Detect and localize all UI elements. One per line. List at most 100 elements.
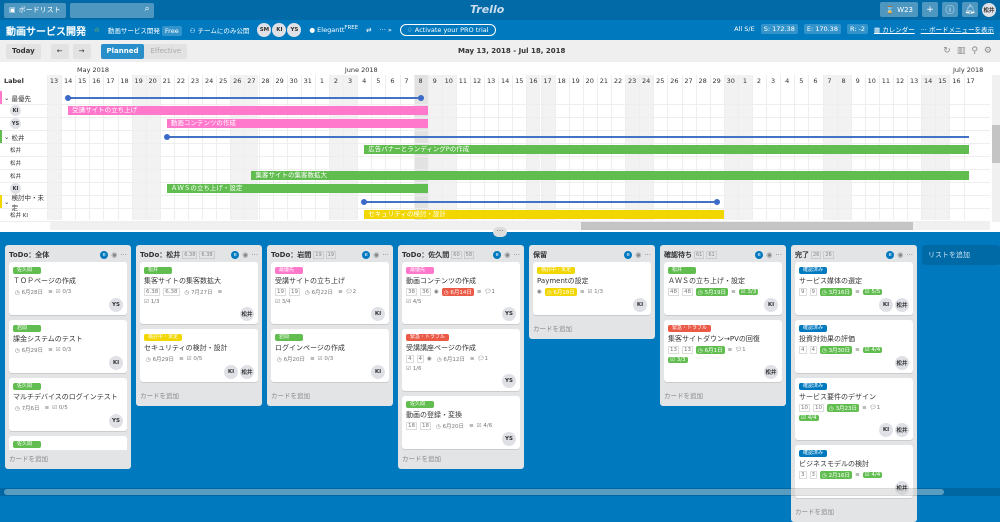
member-avatar[interactable]: 松井 [895,423,909,437]
list-title[interactable]: 確認待ち [664,251,692,259]
next-button[interactable]: → [72,43,91,59]
gantt-vertical-scrollbar[interactable] [992,75,1000,222]
member-avatar[interactable]: YS [502,307,516,321]
member-avatar[interactable]: 松井 [895,298,909,312]
share-icon[interactable]: ⇄ [366,26,372,34]
eye-icon[interactable]: ◉ [504,251,511,259]
gantt-horizontal-scrollbar[interactable] [50,222,990,230]
card[interactable]: 岩間 課金システムのテスト ◷ 6月29日 ≡ ☑ 0/3 KI [9,320,127,373]
list-menu-icon[interactable]: ··· [906,251,913,259]
group-label[interactable]: ⌄ 松井 [0,130,48,143]
member-avatar[interactable]: YS [109,298,123,312]
card[interactable]: 確認済み サービス要件のデザイン 10 10 ◷ 3月23日 ≡ 💬︎1 ☑ 4/4 KI 松井 [795,378,913,440]
card[interactable]: 佐久間 マルチデバイスのログインテスト ◷ 7月6日 ≡ ☑ 0/5 YS [9,378,127,431]
member-avatar[interactable]: 松井 [764,365,778,379]
star-icon[interactable]: ☆ [94,26,100,34]
add-card-button[interactable]: カードを追加 [664,392,703,400]
member-avatar[interactable]: KI [272,23,287,37]
member-avatar[interactable]: YS [502,432,516,446]
card[interactable]: 確認済み サービス媒体の選定 9 9 ◷ 3月16日 ≡ ☑ 5/5 KI 松井 [795,262,913,315]
board-menu-link[interactable]: ··· ボードメニューを表示 [920,26,994,34]
card-label[interactable]: 佐久間 [13,383,41,390]
summary-start-handle[interactable] [163,134,170,140]
list-menu-icon[interactable]: ··· [644,251,651,259]
member-avatar[interactable]: KI [109,356,123,370]
member-avatar[interactable]: 松井 [895,356,909,370]
card[interactable]: 検討中・未定 Paymentの設定 ◉ ◷ 6月18日 ≡ ☑ 1/3 KI [533,262,651,315]
list-menu-icon[interactable]: ··· [382,251,389,259]
refresh-icon[interactable]: ↻ [943,46,951,56]
list-menu-icon[interactable]: ··· [120,251,127,259]
add-card-button[interactable]: カードを追加 [533,325,572,333]
info-icon[interactable]: ⓘ [942,2,958,17]
summary-end-handle[interactable] [713,199,720,205]
card-label[interactable]: 緊急・トラブル [406,334,450,341]
card[interactable]: 緊急・トラブル 集客サイトダウン→PVの回復 13 13 ◷ 6月1日 ≡ 💬︎1 ☑ 3/3… [664,320,782,382]
pro-trial-button[interactable]: ♢ Activate your PRO trial [399,24,496,36]
card-label[interactable]: 緊急・トラブル [668,325,712,332]
card[interactable]: 確認済み 投資対効果の評価 4 4 ◷ 3月30日 ≡ ☑ 4/4 松井 [795,320,913,373]
summary-line[interactable] [361,199,720,205]
gantt-bar[interactable]: 受講サイトの立ち上げ [68,106,428,115]
summary-line[interactable] [163,134,970,140]
list-menu-icon[interactable]: ··· [513,251,520,259]
calendar-link[interactable]: ▦ カレンダー [874,26,915,34]
all-se-label[interactable]: All S/E [734,25,755,33]
list-menu-icon[interactable]: ··· [775,251,782,259]
member-avatar[interactable]: KI [224,365,238,379]
add-icon[interactable]: + [922,2,938,17]
card-label[interactable]: 松井 [144,267,172,274]
gantt-bar[interactable]: セキュリティの検討・設計 [364,210,724,219]
prev-button[interactable]: ← [50,43,69,59]
list-title[interactable]: ToDo：松井 [140,251,181,259]
elegantt-icon[interactable]: e [100,251,109,259]
add-card-button[interactable]: カードを追加 [140,392,179,400]
list-title[interactable]: 完了 [795,251,809,259]
member-avatar[interactable]: SM [257,23,272,37]
member-avatar[interactable]: 松井 [895,481,909,495]
member-avatar[interactable]: KI [879,423,893,437]
list-title[interactable]: ToDo：全体 [9,251,50,259]
card-label[interactable]: 岩間 [275,334,303,341]
card[interactable]: 佐久間マルチデバイスの受講テスト◷ 7月13日≡☑ 0/5YS [9,436,127,450]
eye-icon[interactable]: ◉ [635,251,642,259]
filter-icon[interactable]: ⚲ [971,46,978,56]
today-button[interactable]: Today [6,43,41,59]
member-avatar[interactable]: 松井 [240,307,254,321]
list-title[interactable]: ToDo：佐久間 [402,251,450,259]
week-widget[interactable]: ⌛ W23 [880,2,918,17]
elegantt-icon[interactable]: e [231,251,240,259]
card-label[interactable]: 検討中・未定 [537,267,576,274]
add-list-button[interactable]: リストを追加 [922,245,1000,265]
user-avatar[interactable]: 松井 [982,2,996,17]
elegantt-button[interactable]: ● EleganttFREE [309,25,359,35]
board-scrollbar[interactable] [0,488,1000,496]
card[interactable]: 最優先 動画コンテンツの作成 38 36 ◉ ◷ 6月14日 ≡ 💬︎1 ☑ 4/5 YS [402,262,520,324]
eye-icon[interactable]: ◉ [111,251,118,259]
card[interactable]: 確認済み ビジネスモデルの検討 3 3 ◷ 2月16日 ≡ ☑ 4/4 松井 [795,445,913,498]
card[interactable]: 松井 集客サイトの集客数拡大 6.38 6.38 ◷ 7月27日 ≡ ☑ 1/3 松井 [140,262,258,324]
card-label[interactable]: 松井 [668,267,696,274]
card[interactable]: 佐久間 ＴＯＰページの作成 ◷ 6月28日 ≡ ☑ 0/3 YS [9,262,127,315]
team-button[interactable]: 動画サービス開発 Free [108,25,182,36]
effective-tab[interactable]: Effective [144,43,188,59]
more-icon[interactable]: ··· » [379,26,392,34]
visibility-button[interactable]: ⚇ チームにのみ公開 [189,27,250,35]
elegantt-icon[interactable]: e [624,251,633,259]
search-input[interactable]: ⌕ [69,2,154,18]
resize-handle[interactable]: ··· [493,227,507,237]
list-title[interactable]: ToDo：岩間 [271,251,312,259]
add-card-button[interactable]: カードを追加 [795,508,834,516]
board-title[interactable]: 動画サービス開発 [6,26,86,38]
card[interactable]: 検討中・未定 セキュリティの検討・設計 ◷ 6月29日 ≡ ☑ 0/5 KI 松井 [140,329,258,382]
group-label[interactable]: ⌄ 最優先 [0,91,48,104]
chevron-down-icon[interactable]: ⌄ [4,93,10,102]
elegantt-icon[interactable]: e [493,251,502,259]
card-label[interactable]: 最優先 [406,267,434,274]
member-avatar[interactable]: YS [287,23,302,37]
card-label[interactable]: 佐久間 [406,401,434,408]
member-avatar[interactable]: YS [109,414,123,428]
settings-icon[interactable]: ⚙ [983,46,992,56]
planned-tab[interactable]: Planned [100,43,145,59]
add-card-button[interactable]: カードを追加 [9,455,48,463]
